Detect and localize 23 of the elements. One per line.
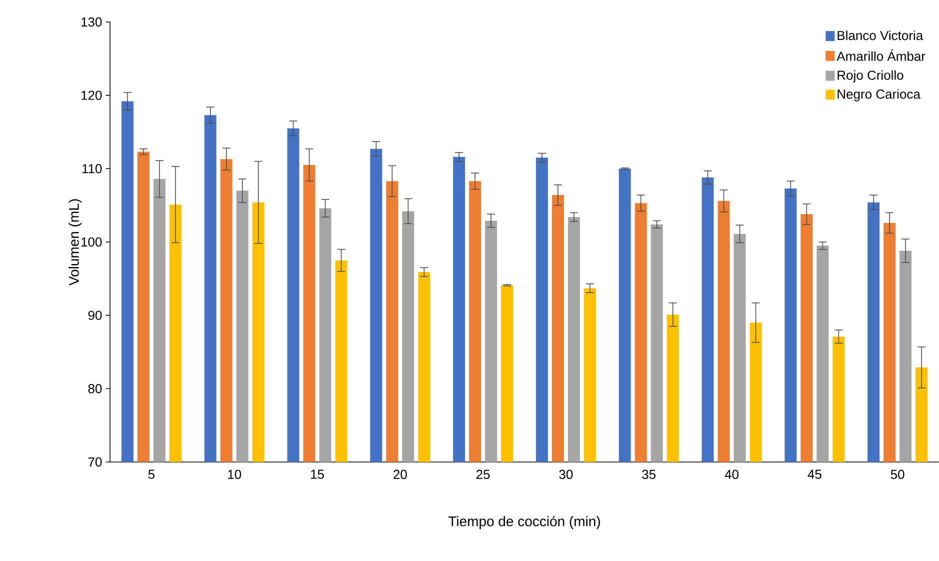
y-tick-label: 70	[88, 457, 102, 467]
x-tick-label: 5	[148, 470, 155, 479]
x-tick-label: 15	[311, 470, 324, 479]
y-axis-title: Volumen (mL)	[68, 199, 82, 286]
y-tick-label: 130	[82, 17, 102, 27]
x-tick-label: 20	[394, 470, 407, 479]
x-tick-label: 25	[476, 470, 490, 479]
x-axis-title: Tiempo de cocción (min)	[448, 516, 600, 530]
legend-label: Negro Carioca	[838, 89, 920, 102]
y-tick-label: 90	[88, 310, 102, 320]
legend-label: Amarillo Ámbar	[836, 50, 926, 61]
x-tick-label: 45	[808, 470, 822, 479]
x-tick-label: 35	[642, 470, 656, 479]
x-tick-label: 50	[890, 470, 904, 479]
y-tick-label: 110	[82, 164, 102, 174]
x-tick-label: 10	[228, 470, 242, 479]
y-tick-label: 120	[82, 90, 102, 100]
x-tick-label: 30	[559, 470, 573, 479]
y-tick-label: 100	[82, 237, 102, 247]
x-tick-label: 40	[724, 470, 738, 479]
legend-label: Rojo Criollo	[838, 70, 904, 82]
legend-label: Blanco Victoria	[838, 30, 924, 40]
y-tick-label: 80	[88, 384, 102, 394]
